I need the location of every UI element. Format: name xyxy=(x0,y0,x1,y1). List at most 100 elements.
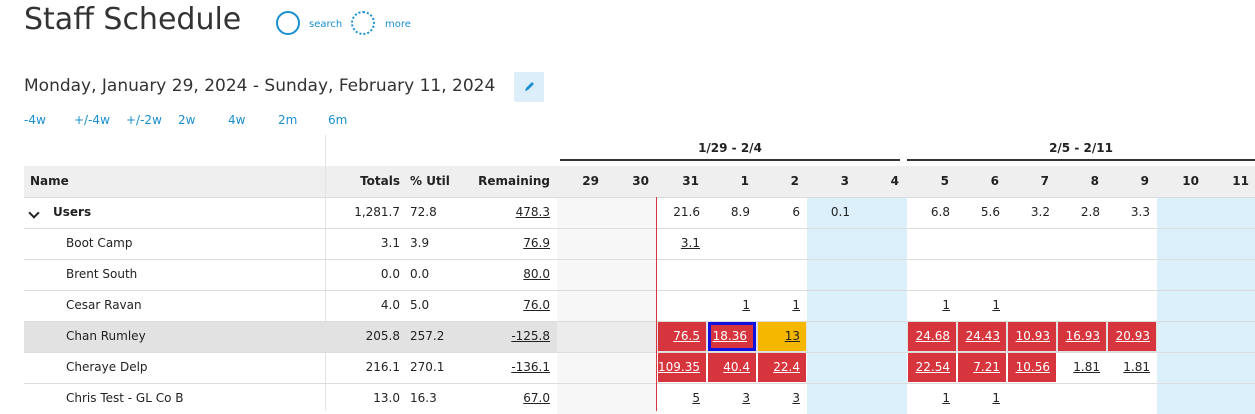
day-header: 6 xyxy=(990,174,999,188)
day-value[interactable]: 7.21 xyxy=(958,353,1006,382)
day-background xyxy=(1157,198,1207,228)
row-remaining[interactable]: 76.9 xyxy=(523,236,550,250)
day-background xyxy=(557,291,607,321)
column-header: Totals xyxy=(360,174,400,188)
day-header: 4 xyxy=(890,174,899,188)
day-value[interactable]: 109.35 xyxy=(658,353,706,382)
day-value[interactable]: 3 xyxy=(742,391,750,405)
range-link[interactable]: +/-4w xyxy=(74,113,110,127)
day-value[interactable]: 1.81 xyxy=(1123,360,1150,374)
row-util: 3.9 xyxy=(410,236,430,250)
day-background xyxy=(807,322,857,352)
row-util: 257.2 xyxy=(410,329,445,343)
day-header: 31 xyxy=(682,174,699,188)
day-value[interactable]: 20.93 xyxy=(1108,322,1156,351)
day-value[interactable]: 3 xyxy=(792,391,800,405)
row-util: 72.8 xyxy=(410,205,437,219)
day-background xyxy=(607,198,657,228)
day-header: 9 xyxy=(1140,174,1149,188)
range-link[interactable]: +/-2w xyxy=(126,113,162,127)
day-background xyxy=(1207,198,1255,228)
day-value: 6.8 xyxy=(930,205,950,219)
row-rule xyxy=(24,321,1255,322)
row-name: Cheraye Delp xyxy=(66,360,148,374)
day-value[interactable]: 13 xyxy=(758,322,806,351)
header-row xyxy=(24,166,1255,197)
row-totals: 13.0 xyxy=(373,391,400,405)
day-value[interactable]: 76.5 xyxy=(658,322,706,351)
day-value[interactable]: 24.68 xyxy=(908,322,956,351)
day-value[interactable]: 10.93 xyxy=(1008,322,1056,351)
day-background xyxy=(1207,322,1255,352)
expand-chevron[interactable] xyxy=(28,207,40,219)
day-value[interactable]: 22.54 xyxy=(908,353,956,382)
day-background xyxy=(607,384,657,414)
row-remaining[interactable]: 67.0 xyxy=(523,391,550,405)
row-name: Chris Test - GL Co B xyxy=(66,391,184,405)
day-header: 2 xyxy=(790,174,799,188)
row-remaining[interactable]: 76.0 xyxy=(523,298,550,312)
day-background xyxy=(1157,291,1207,321)
range-link[interactable]: -4w xyxy=(24,113,46,127)
day-value[interactable]: 1 xyxy=(942,298,950,312)
row-totals: 216.1 xyxy=(365,360,400,374)
edit-button[interactable] xyxy=(514,72,544,102)
column-header: Remaining xyxy=(478,174,550,188)
day-header: 10 xyxy=(1182,174,1199,188)
day-background xyxy=(1157,260,1207,290)
day-background xyxy=(1157,229,1207,259)
day-value[interactable]: 1 xyxy=(992,391,1000,405)
day-background xyxy=(857,260,907,290)
day-value: 3.3 xyxy=(1130,205,1150,219)
day-background xyxy=(807,384,857,414)
day-background xyxy=(807,353,857,383)
row-totals: 3.1 xyxy=(380,236,400,250)
day-header: 11 xyxy=(1232,174,1249,188)
day-background xyxy=(557,260,607,290)
day-background xyxy=(557,384,607,414)
search-icon[interactable] xyxy=(276,11,300,35)
day-value[interactable]: 1 xyxy=(942,391,950,405)
row-totals: 1,281.7 xyxy=(354,205,400,219)
range-link[interactable]: 6m xyxy=(328,113,348,127)
day-background xyxy=(607,291,657,321)
day-header: 30 xyxy=(632,174,649,188)
more-icon[interactable] xyxy=(351,11,375,35)
day-header: 29 xyxy=(582,174,599,188)
day-value[interactable]: 3.1 xyxy=(680,236,700,250)
search-label[interactable]: search xyxy=(309,19,343,30)
day-background xyxy=(857,353,907,383)
day-value[interactable]: 1.81 xyxy=(1073,360,1100,374)
more-label[interactable]: more xyxy=(385,19,411,30)
day-value[interactable]: 10.56 xyxy=(1008,353,1056,382)
range-link[interactable]: 2m xyxy=(278,113,298,127)
day-value[interactable]: 22.4 xyxy=(758,353,806,382)
range-link[interactable]: 4w xyxy=(228,113,246,127)
day-background xyxy=(807,198,857,228)
range-link[interactable]: 2w xyxy=(178,113,196,127)
day-value[interactable]: 1 xyxy=(742,298,750,312)
day-value[interactable]: 1 xyxy=(792,298,800,312)
page-title: Staff Schedule xyxy=(24,2,242,37)
row-remaining[interactable]: 80.0 xyxy=(523,267,550,281)
row-name: Cesar Ravan xyxy=(66,298,142,312)
row-rule xyxy=(24,383,1255,384)
day-header: 7 xyxy=(1040,174,1049,188)
day-value[interactable]: 40.4 xyxy=(708,353,756,382)
day-background xyxy=(807,229,857,259)
day-value[interactable]: 16.93 xyxy=(1058,322,1106,351)
row-remaining[interactable]: -136.1 xyxy=(511,360,550,374)
day-header: 8 xyxy=(1090,174,1099,188)
day-value[interactable]: 18.36 xyxy=(708,322,756,351)
day-background xyxy=(857,198,907,228)
row-name[interactable]: Users xyxy=(53,205,92,219)
day-value[interactable]: 5 xyxy=(692,391,700,405)
row-rule xyxy=(24,228,1255,229)
day-value[interactable]: 1 xyxy=(992,298,1000,312)
day-background xyxy=(857,291,907,321)
row-remaining[interactable]: -125.8 xyxy=(511,329,550,343)
day-value[interactable]: 24.43 xyxy=(958,322,1006,351)
column-header: Name xyxy=(30,174,69,188)
column-header: % Util xyxy=(410,174,450,188)
